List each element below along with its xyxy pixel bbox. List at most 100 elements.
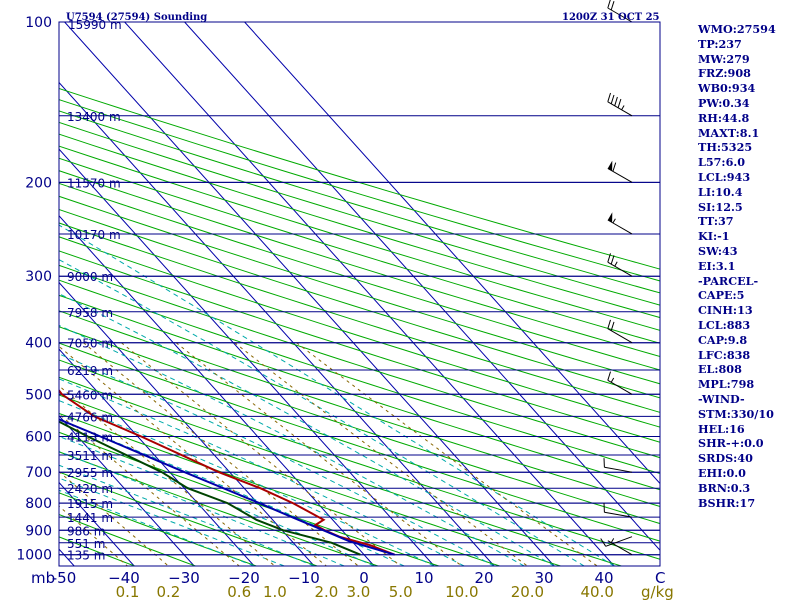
index-line: MAXT:8.1: [698, 125, 760, 140]
wind-barb-pennant: [607, 160, 613, 171]
index-line: -PARCEL-: [698, 273, 759, 288]
isotherm-line: [64, 22, 555, 566]
moist-adiabat: [59, 435, 375, 566]
moist-adiabat: [59, 378, 465, 566]
moist-adiabat: [59, 224, 615, 566]
height-label: 1441 m: [67, 511, 113, 525]
temperature-tick-label: 0: [359, 569, 369, 587]
moist-adiabat: [59, 353, 495, 566]
isotherm-line: [59, 215, 375, 566]
height-label: 7958 m: [67, 306, 113, 320]
sounding-time: 1200Z 31 OCT 25: [562, 12, 660, 23]
height-label: 4113 m: [67, 431, 113, 445]
index-line: TH:5325: [698, 140, 753, 155]
index-line: TT:37: [698, 214, 734, 229]
index-line: CAP:9.8: [698, 332, 748, 347]
chart-traces: [59, 388, 395, 556]
temperature-tick-label: −30: [168, 569, 200, 587]
isotherm-line: [59, 81, 495, 566]
wind-barb-staff: [607, 379, 633, 395]
moist-adiabat: [59, 400, 435, 566]
wind-barb-flag: [607, 253, 611, 263]
dry-adiabat: [59, 182, 660, 371]
pressure-tick-label: 500: [25, 387, 52, 403]
height-label: 986 m: [67, 524, 105, 538]
dry-adiabat: [59, 170, 660, 358]
wind-barb-flag: [600, 538, 607, 547]
pressure-tick-label: 1000: [16, 548, 52, 564]
temperature-trace: [59, 388, 395, 556]
height-label: 11570 m: [67, 176, 121, 190]
mixing-ratio-line: [296, 342, 598, 566]
station-title: U7594 (27594) Sounding: [66, 12, 207, 23]
temperature-tick-label: 30: [534, 569, 553, 587]
mixing-ratio-label: 2.0: [314, 583, 338, 600]
dry-adiabat: [59, 492, 257, 566]
temperature-tick-label: 40: [594, 569, 613, 587]
index-line: SW:43: [698, 243, 738, 258]
dry-adiabat: [59, 376, 622, 566]
index-line: BSHR:17: [698, 495, 756, 510]
index-line: LFC:838: [698, 347, 751, 362]
pressure-tick-label: 600: [25, 430, 52, 446]
dry-adiabat: [59, 236, 660, 428]
dry-adiabat: [59, 471, 318, 566]
wind-barb-half: [610, 538, 615, 543]
dry-adiabat: [59, 133, 660, 319]
chart-grid: [59, 22, 660, 566]
wind-barb: [607, 253, 633, 277]
dry-adiabat: [59, 99, 660, 282]
wind-barb-flag: [607, 0, 611, 9]
index-line: FRZ:908: [698, 66, 751, 81]
dry-adiabat: [59, 394, 561, 566]
dry-adiabat: [59, 195, 660, 385]
wind-barb: [607, 212, 633, 235]
moist-adiabat: [59, 489, 255, 566]
mixing-ratio-label: 0.2: [156, 583, 180, 600]
index-line: SI:12.5: [698, 199, 743, 214]
mixing-ratio-unit: g/kg: [641, 583, 674, 600]
wind-barb-staff: [605, 536, 633, 547]
isotherm-line: [59, 415, 195, 566]
isotherm-line: [124, 22, 615, 566]
parcel-trace: [59, 418, 395, 556]
wind-barb: [607, 319, 633, 344]
moist-adiabat: [59, 293, 555, 566]
dry-adiabat: [59, 412, 500, 566]
index-line: MPL:798: [698, 377, 755, 392]
wind-barb-flag: [617, 98, 622, 108]
wind-barb-flag: [610, 255, 615, 265]
dry-adiabat: [59, 222, 660, 413]
dry-adiabat: [59, 279, 660, 475]
dry-adiabat: [59, 208, 660, 399]
wind-barb-half: [612, 218, 616, 224]
wind-barb: [603, 458, 633, 473]
x-axis-label: mb: [31, 569, 55, 587]
height-label: 2420 m: [67, 482, 113, 496]
moist-adiabat: [59, 259, 585, 566]
index-line: SRDS:40: [698, 451, 753, 466]
index-line: TP:237: [698, 36, 742, 51]
height-label: 135 m: [67, 549, 105, 563]
isotherm-line: [59, 148, 435, 566]
mixing-ratio-line: [59, 470, 169, 566]
index-line: LI:10.4: [698, 184, 743, 199]
mixing-ratio-label: 10.0: [445, 583, 478, 600]
index-line: EHI:0.0: [698, 465, 746, 480]
index-line: LCL:883: [698, 317, 751, 332]
height-label: 551 m: [67, 537, 105, 551]
dry-adiabat: [59, 264, 660, 459]
wind-barb-staff: [607, 540, 633, 556]
mixing-ratio-label: 1.0: [263, 583, 287, 600]
dry-adiabat: [59, 451, 379, 566]
wind-barb-staff: [607, 261, 633, 277]
wind-barb: [607, 371, 633, 395]
pressure-tick-label: 400: [25, 336, 52, 352]
wind-barb-flag: [610, 94, 615, 104]
wind-barb-pennant: [607, 212, 613, 223]
index-line: WMO:27594: [698, 22, 776, 36]
temperature-tick-label: −10: [288, 569, 320, 587]
mixing-ratio-line: [59, 413, 240, 566]
dry-adiabat: [59, 110, 660, 294]
